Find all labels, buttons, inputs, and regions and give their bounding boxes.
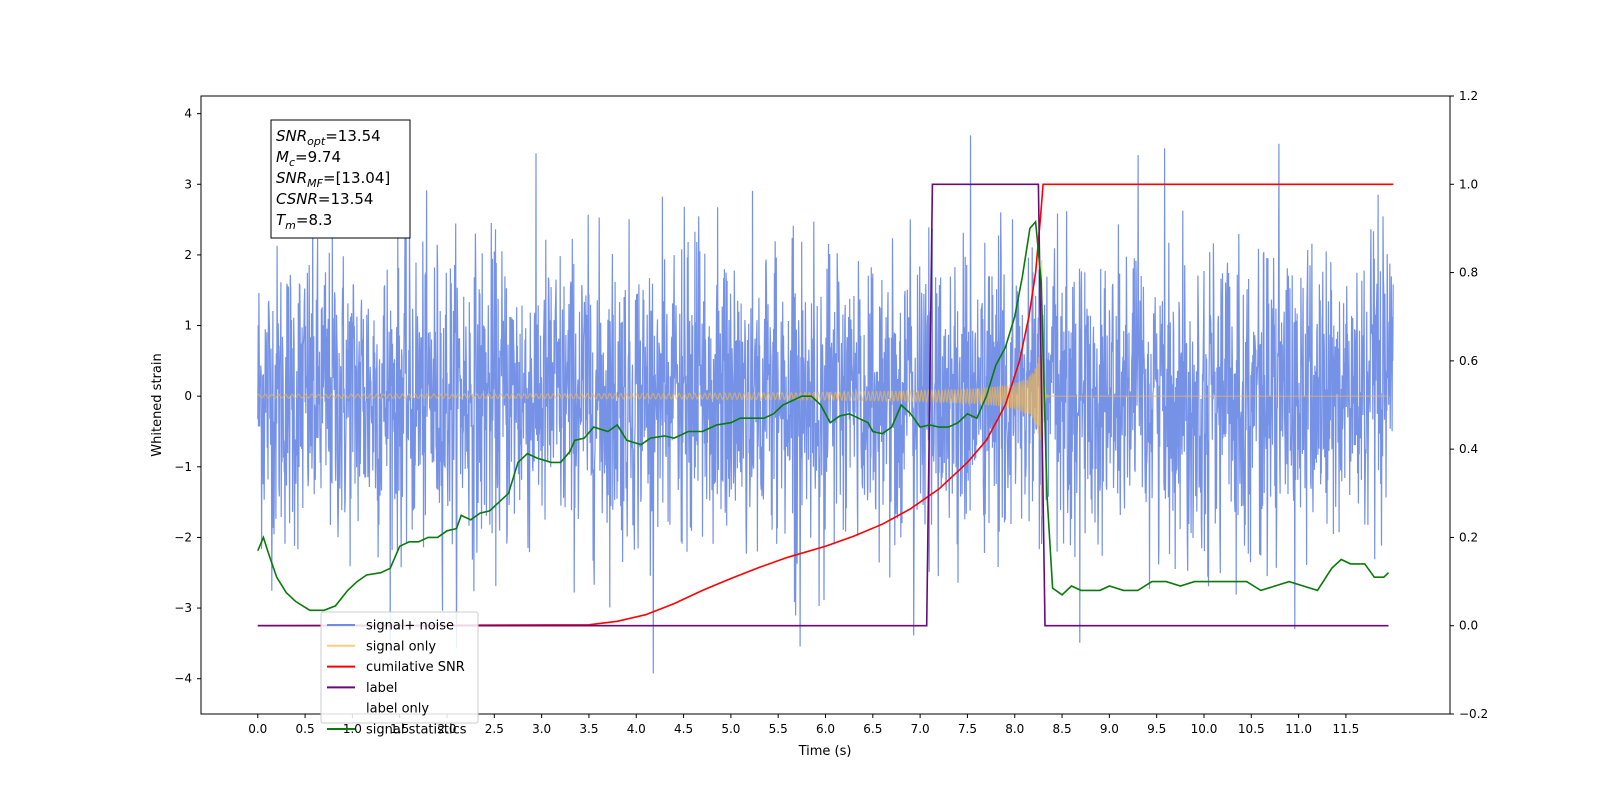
- x-tick-label: 4.5: [674, 722, 693, 736]
- x-tick-label: 8.0: [1005, 722, 1024, 736]
- x-tick-label: 0.0: [248, 722, 267, 736]
- y-right-tick-label: 1.0: [1459, 177, 1478, 191]
- y-tick-label: 2: [184, 248, 192, 262]
- y-tick-label: −4: [174, 672, 192, 686]
- legend-label: label: [366, 681, 397, 696]
- x-tick-label: 11.5: [1333, 722, 1360, 736]
- x-tick-label: 9.5: [1147, 722, 1166, 736]
- x-axis-label: Time (s): [798, 744, 852, 759]
- y-right-tick-label: −0.2: [1459, 707, 1488, 721]
- x-tick-label: 9.0: [1100, 722, 1119, 736]
- legend-label: label only: [366, 702, 429, 717]
- y-tick-label: −2: [174, 530, 192, 544]
- x-tick-label: 10.0: [1191, 722, 1218, 736]
- y-right-tick-label: 0.2: [1459, 530, 1478, 544]
- y-axis-ticks: 4 3 2 1 0 −1 −2 −3 −4: [174, 107, 201, 686]
- x-tick-label: 2.0: [437, 722, 456, 736]
- y-right-tick-label: 0.4: [1459, 442, 1478, 456]
- annotation-line: CSNR=13.54: [276, 190, 373, 208]
- annotation-line: Tm=8.3: [276, 211, 332, 232]
- y-tick-label: 3: [184, 177, 192, 191]
- y-right-tick-label: 0.0: [1459, 619, 1478, 633]
- cumilative-snr-line: [257, 183, 1394, 627]
- legend-label: signal+ noise: [366, 619, 454, 634]
- x-tick-label: 0.5: [296, 722, 315, 736]
- x-tick-label: 2.5: [485, 722, 504, 736]
- x-tick-label: 3.0: [532, 722, 551, 736]
- x-tick-label: 7.0: [911, 722, 930, 736]
- x-axis-ticks: 0.0 0.5 1.0 1.5 2.0 2.5 3.0 3.5 4.0 4.5 5.0 5.5 6.0 6…: [248, 714, 1359, 736]
- x-tick-label: 5.5: [769, 722, 788, 736]
- x-tick-label: 1.5: [390, 722, 409, 736]
- y-tick-label: 4: [184, 107, 192, 121]
- legend: signal+ noise signal only cumilative SNR la…: [320, 611, 479, 738]
- legend-label: signal statistics: [366, 723, 467, 738]
- signal-only-line: [257, 260, 1389, 517]
- y-tick-label: 0: [184, 389, 192, 403]
- legend-label: cumilative SNR: [366, 660, 465, 675]
- x-tick-label: 3.5: [579, 722, 598, 736]
- annotation-frame: [270, 119, 411, 239]
- y-tick-label: 1: [184, 319, 192, 333]
- x-tick-label: 6.5: [863, 722, 882, 736]
- y-right-tick-label: 1.2: [1459, 89, 1478, 103]
- signal-noise-line: [257, 135, 1394, 674]
- x-tick-label: 4.0: [627, 722, 646, 736]
- x-tick-label: 11.0: [1285, 722, 1312, 736]
- x-tick-label: 10.5: [1238, 722, 1265, 736]
- signal-only-layer: [257, 260, 1389, 517]
- annotation-box: SNRopt=13.54Mc=9.74SNRMF=[13.04]CSNR=13.…: [270, 119, 411, 239]
- legend-frame: [320, 611, 479, 724]
- annotation-line: SNRopt=13.54: [276, 127, 381, 148]
- legend-label: signal only: [366, 639, 436, 654]
- x-tick-label: 6.0: [816, 722, 835, 736]
- x-tick-label: 8.5: [1053, 722, 1072, 736]
- signal-noise-layer: [257, 135, 1394, 674]
- signal-statistics-line: [257, 219, 1390, 612]
- right-axis-lines-layer: [257, 183, 1394, 627]
- y-axis-label: Whitened strain: [150, 353, 165, 456]
- x-tick-label: 7.5: [958, 722, 977, 736]
- annotation-line: Mc=9.74: [276, 148, 341, 169]
- x-tick-label: 5.0: [721, 722, 740, 736]
- y-tick-label: −1: [174, 460, 192, 474]
- y-right-axis-ticks: 1.2 1.0 0.8 0.6 0.4 0.2 0.0 −0.2: [1450, 89, 1488, 721]
- label-line: [257, 183, 1389, 627]
- y-tick-label: −3: [174, 601, 192, 615]
- annotation-line: SNRMF=[13.04]: [276, 169, 390, 190]
- y-right-tick-label: 0.8: [1459, 266, 1478, 280]
- y-right-tick-label: 0.6: [1459, 354, 1478, 368]
